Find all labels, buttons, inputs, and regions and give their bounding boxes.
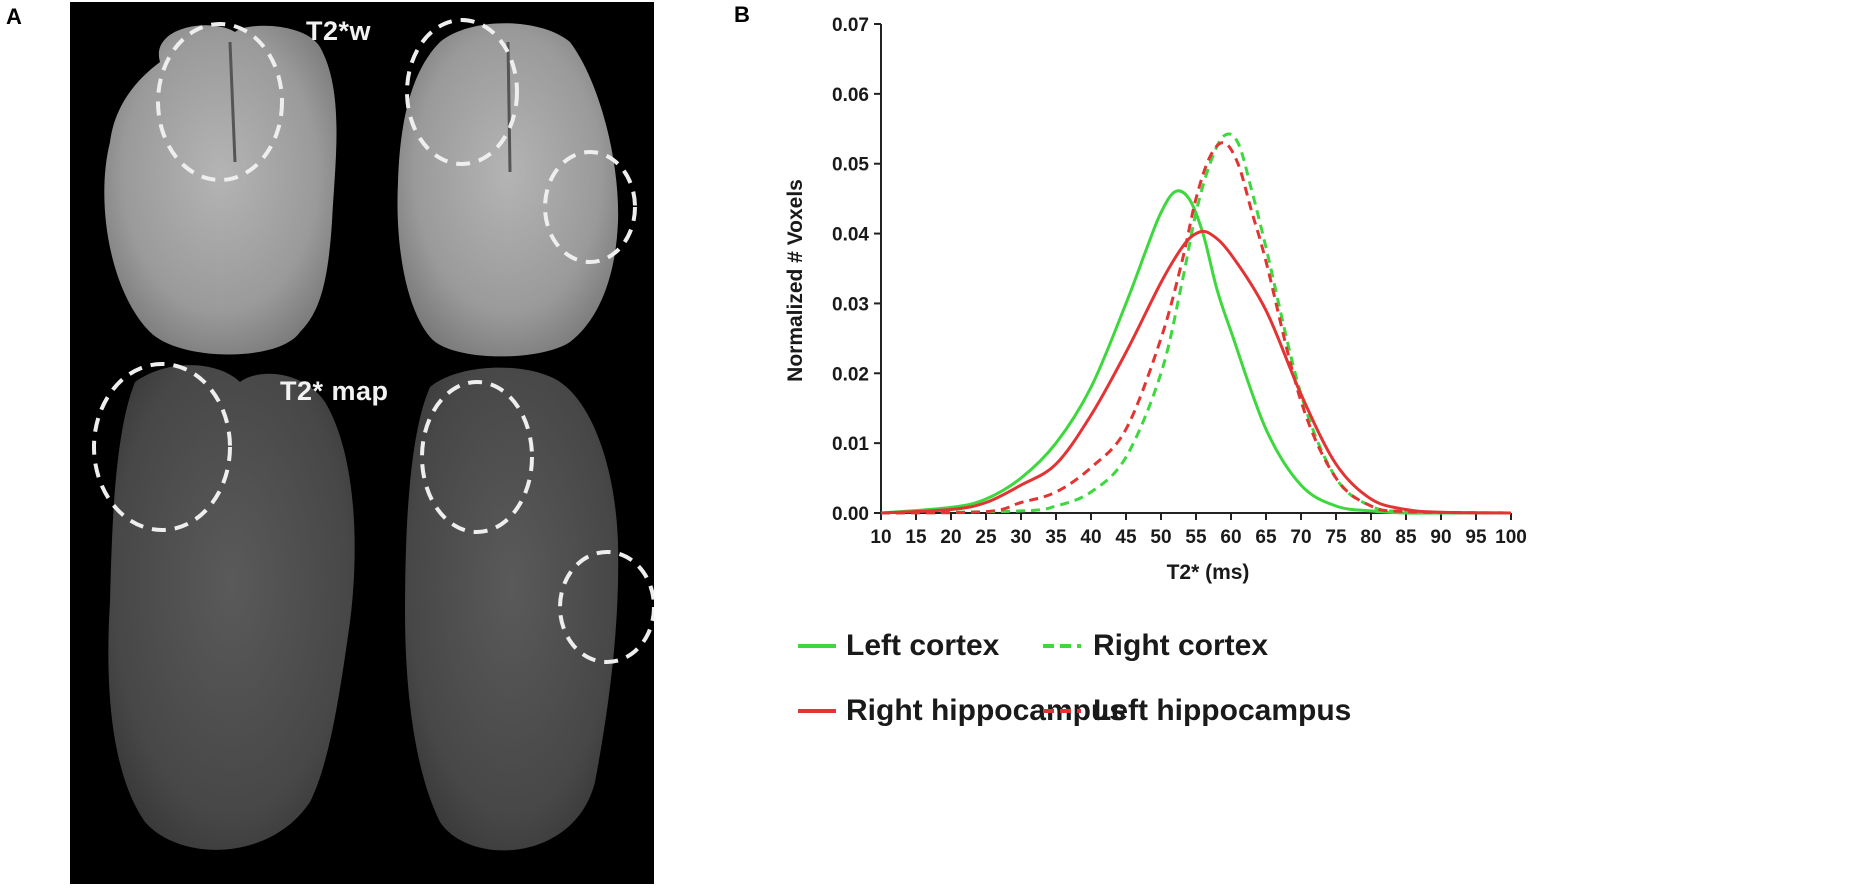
t2-map-title: T2* map [280,376,389,406]
x-tick-label: 10 [870,527,891,548]
brain-slice-bottom-left [92,362,355,850]
brain-slice-bottom-right [405,367,654,851]
x-tick-label: 15 [905,527,927,548]
t2w-title: T2*w [306,16,372,46]
chart-legend: Left cortex Right cortex Right hippocampus… [798,629,1351,727]
x-tick-label: 65 [1255,527,1277,548]
y-tick-label: 0.07 [832,15,869,36]
x-tick-label: 25 [975,527,997,548]
x-tick-label: 75 [1325,527,1347,548]
y-tick-label: 0.03 [832,294,869,315]
x-tick-label: 80 [1360,527,1381,548]
y-tick-label: 0.01 [832,434,869,455]
x-tick-label: 45 [1115,527,1137,548]
brain-slice-top-right [397,18,637,357]
y-tick-label: 0.00 [832,504,869,525]
x-tick-label: 55 [1185,527,1207,548]
y-axis-title: Normalized # Voxels [784,179,807,382]
y-tick-label: 0.04 [832,225,869,246]
x-tick-label: 20 [940,527,961,548]
series-line-right-hippocampus [880,229,1512,515]
x-tick-label: 30 [1010,527,1031,548]
x-tick-label: 95 [1465,527,1487,548]
x-tick-label: 60 [1220,527,1241,548]
series-line-left-hippocampus [880,141,1512,515]
t2-histogram-chart: 0.00 0.01 0.02 0.03 0.04 0.05 0.06 0.07 10 15 20 25… [784,15,1527,727]
series-line-right-cortex [880,132,1512,515]
x-tick-label: 100 [1495,527,1527,548]
x-tick-label: 85 [1395,527,1417,548]
series-line-left-cortex [880,189,1511,515]
x-tick-label: 70 [1290,527,1311,548]
brain-mri-image-panel: T2*w T2* map [70,2,654,884]
y-tick-label: 0.05 [832,155,869,176]
brain-slice-top-left [104,22,337,355]
chart-series [880,132,1512,515]
x-tick-label: 50 [1150,527,1171,548]
legend-label: Left hippocampus [1093,694,1351,727]
legend-label: Left cortex [846,629,1000,662]
brain-mri-illustration [92,18,654,851]
panel-b-label: B [734,2,750,27]
chart-axes: 0.00 0.01 0.02 0.03 0.04 0.05 0.06 0.07 10 15 20 25… [832,15,1527,548]
x-tick-label: 90 [1430,527,1451,548]
y-tick-label: 0.02 [832,364,869,385]
x-tick-label: 35 [1045,527,1067,548]
legend-label: Right hippocampus [846,694,1126,727]
panel-a-label: A [6,4,22,29]
x-axis-title: T2* (ms) [1167,561,1250,584]
y-tick-label: 0.06 [832,85,869,106]
legend-label: Right cortex [1093,629,1268,662]
x-tick-label: 40 [1080,527,1101,548]
